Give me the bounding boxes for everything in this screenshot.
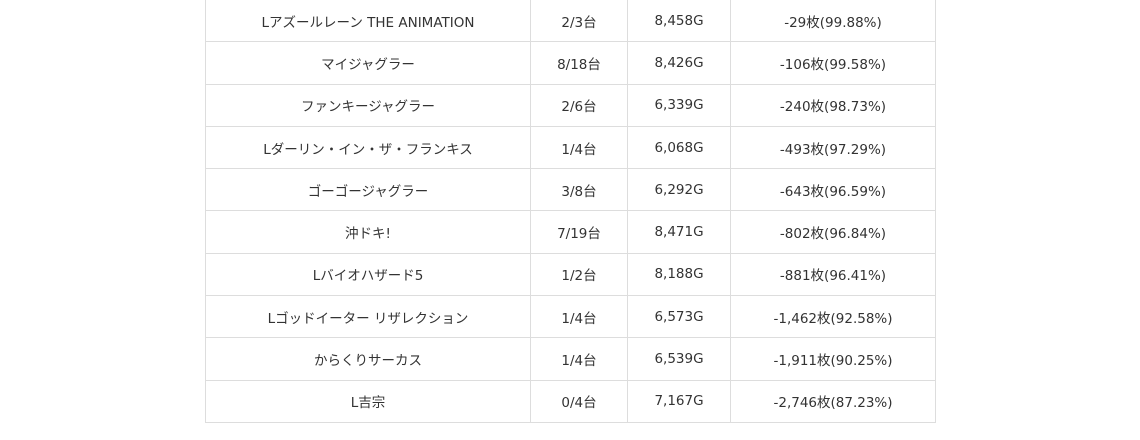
machine-name-cell: からくりサーカス: [205, 337, 531, 381]
table-row: Lアズールレーン THE ANIMATION 2/3台 8,458G -29枚(…: [205, 0, 936, 43]
machine-results-table: Lアズールレーン THE ANIMATION 2/3台 8,458G -29枚(…: [205, 0, 936, 423]
coin-diff-cell: -802枚(96.84%): [730, 210, 936, 254]
win-rate-cell: 2/3台: [530, 0, 628, 43]
win-rate-cell: 7/19台: [530, 210, 628, 254]
table-body: Lアズールレーン THE ANIMATION 2/3台 8,458G -29枚(…: [205, 0, 936, 423]
games-cell: 6,573G: [627, 295, 731, 339]
machine-name-cell: Lバイオハザード5: [205, 252, 531, 297]
machine-name-cell: ゴーゴージャグラー: [205, 168, 531, 212]
coin-diff-cell: -106枚(99.58%): [730, 41, 936, 85]
coin-diff-cell: -1,462枚(92.58%): [730, 295, 936, 339]
coin-diff-cell: -2,746枚(87.23%): [730, 379, 936, 423]
games-cell: 7,167G: [627, 379, 731, 423]
coin-diff-cell: -643枚(96.59%): [730, 168, 936, 212]
table-row: 沖ドキ! 7/19台 8,471G -802枚(96.84%): [205, 210, 936, 254]
machine-name-cell: ファンキージャグラー: [205, 83, 531, 127]
games-cell: 6,292G: [627, 168, 731, 212]
table-row: マイジャグラー 8/18台 8,426G -106枚(99.58%): [205, 41, 936, 85]
games-cell: 6,339G: [627, 83, 731, 127]
machine-results-table-container: Lアズールレーン THE ANIMATION 2/3台 8,458G -29枚(…: [205, 0, 936, 423]
win-rate-cell: 2/6台: [530, 83, 628, 127]
table-row: Lゴッドイーター リザレクション 1/4台 6,573G -1,462枚(92.…: [205, 295, 936, 339]
games-cell: 8,188G: [627, 252, 731, 297]
coin-diff-cell: -493枚(97.29%): [730, 125, 936, 170]
table-row: ゴーゴージャグラー 3/8台 6,292G -643枚(96.59%): [205, 168, 936, 212]
coin-diff-cell: -1,911枚(90.25%): [730, 337, 936, 381]
win-rate-cell: 1/4台: [530, 125, 628, 170]
coin-diff-cell: -29枚(99.88%): [730, 0, 936, 43]
table-row: ファンキージャグラー 2/6台 6,339G -240枚(98.73%): [205, 83, 936, 127]
coin-diff-cell: -881枚(96.41%): [730, 252, 936, 297]
games-cell: 8,426G: [627, 41, 731, 85]
win-rate-cell: 1/2台: [530, 252, 628, 297]
machine-name-cell: マイジャグラー: [205, 41, 531, 85]
machine-name-cell: Lゴッドイーター リザレクション: [205, 295, 531, 339]
machine-name-cell: 沖ドキ!: [205, 210, 531, 254]
win-rate-cell: 0/4台: [530, 379, 628, 423]
coin-diff-cell: -240枚(98.73%): [730, 83, 936, 127]
win-rate-cell: 3/8台: [530, 168, 628, 212]
table-row: Lダーリン・イン・ザ・フランキス 1/4台 6,068G -493枚(97.29…: [205, 125, 936, 170]
games-cell: 6,068G: [627, 125, 731, 170]
table-row: L吉宗 0/4台 7,167G -2,746枚(87.23%): [205, 379, 936, 423]
table-row: からくりサーカス 1/4台 6,539G -1,911枚(90.25%): [205, 337, 936, 381]
machine-name-cell: Lアズールレーン THE ANIMATION: [205, 0, 531, 43]
win-rate-cell: 1/4台: [530, 337, 628, 381]
games-cell: 6,539G: [627, 337, 731, 381]
games-cell: 8,458G: [627, 0, 731, 43]
table-row: Lバイオハザード5 1/2台 8,188G -881枚(96.41%): [205, 252, 936, 297]
machine-name-cell: Lダーリン・イン・ザ・フランキス: [205, 125, 531, 170]
win-rate-cell: 1/4台: [530, 295, 628, 339]
win-rate-cell: 8/18台: [530, 41, 628, 85]
machine-name-cell: L吉宗: [205, 379, 531, 423]
games-cell: 8,471G: [627, 210, 731, 254]
